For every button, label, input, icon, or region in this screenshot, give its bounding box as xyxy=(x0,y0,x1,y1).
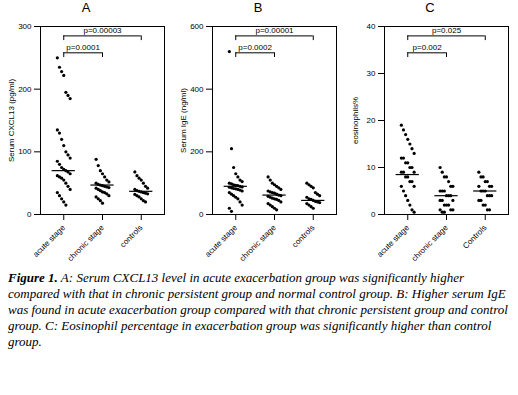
svg-text:p=0.002: p=0.002 xyxy=(413,43,443,52)
svg-text:chronic stage: chronic stage xyxy=(238,223,278,263)
svg-text:p=0.00003: p=0.00003 xyxy=(83,26,122,35)
svg-text:0: 0 xyxy=(27,210,32,219)
svg-text:20: 20 xyxy=(367,116,376,125)
svg-text:eosinophils%: eosinophils% xyxy=(351,97,360,144)
svg-text:p=0.025: p=0.025 xyxy=(432,26,462,35)
svg-text:acute stage: acute stage xyxy=(31,223,67,259)
svg-text:200: 200 xyxy=(190,147,204,156)
svg-text:p=0.0002: p=0.0002 xyxy=(238,43,272,52)
svg-text:Controls: Controls xyxy=(461,223,488,250)
svg-text:chronic stage: chronic stage xyxy=(410,223,450,263)
svg-text:300: 300 xyxy=(18,22,32,31)
svg-text:controls: controls xyxy=(118,223,144,249)
svg-text:Serum IgE (ng/ml): Serum IgE (ng/ml) xyxy=(179,88,188,153)
html-text:B: B xyxy=(253,0,263,15)
svg-text:0: 0 xyxy=(371,210,376,219)
svg-text:600: 600 xyxy=(190,22,204,31)
svg-text:100: 100 xyxy=(18,147,32,156)
svg-text:chronic stage: chronic stage xyxy=(66,223,106,263)
svg-text:Serum CXCL13 (pg/ml): Serum CXCL13 (pg/ml) xyxy=(7,79,16,162)
svg-text:controls: controls xyxy=(290,223,316,249)
html-text:A: A xyxy=(81,0,91,15)
svg-text:30: 30 xyxy=(367,69,376,78)
svg-text:200: 200 xyxy=(18,85,32,94)
svg-text:acute stage: acute stage xyxy=(375,223,411,259)
svg-text:0: 0 xyxy=(199,210,204,219)
svg-text:p=0.00001: p=0.00001 xyxy=(255,26,294,35)
svg-text:10: 10 xyxy=(367,163,376,172)
html-text:C: C xyxy=(425,0,435,15)
svg-text:p=0.0001: p=0.0001 xyxy=(66,43,100,52)
svg-text:40: 40 xyxy=(367,22,376,31)
svg-text:400: 400 xyxy=(190,85,204,94)
html-text:Figure 1. A: Serum CXCL13 leve: Figure 1. A: Serum CXCL13 level in acute… xyxy=(8,270,508,349)
svg-text:acute stage: acute stage xyxy=(203,223,239,259)
